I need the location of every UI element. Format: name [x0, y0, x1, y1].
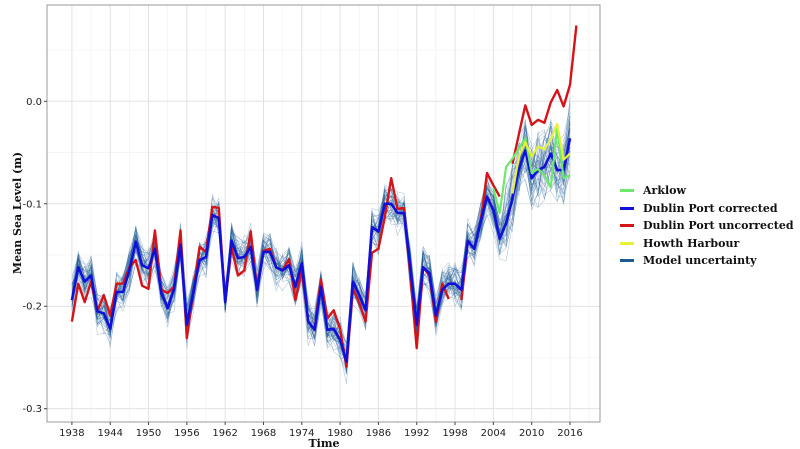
x-tick-label: 1968	[251, 428, 276, 439]
legend-label: Model uncertainty	[643, 254, 757, 268]
y-tick-label: -0.2	[22, 302, 42, 313]
legend-swatch	[620, 189, 634, 193]
x-axis: 1938 1944 1950 1956 1962 1968 1974 1980 1986 1992…	[59, 422, 583, 439]
x-tick-label: 1956	[174, 428, 199, 439]
series-lines	[70, 25, 578, 368]
x-tick-label: 2010	[519, 428, 544, 439]
model-uncertainty-line	[71, 141, 571, 372]
legend-item-dublin-uncorrected: Dublin Port uncorrected	[620, 217, 794, 235]
legend: Arklow Dublin Port corrected Dublin Port…	[620, 182, 794, 270]
x-tick-label: 1962	[212, 428, 237, 439]
y-tick-label: 0.0	[26, 97, 42, 108]
legend-label: Arklow	[643, 184, 686, 198]
x-tick-label: 1974	[289, 428, 314, 439]
x-tick-label: 1986	[366, 428, 391, 439]
series-line-dublin-port-corrected	[70, 137, 572, 363]
x-tick-label: 1998	[442, 428, 467, 439]
x-tick-label: 1992	[404, 428, 429, 439]
x-axis-title: Time	[308, 437, 339, 449]
legend-item-arklow: Arklow	[620, 182, 794, 200]
model-uncertainty-line	[71, 127, 571, 368]
legend-label: Dublin Port corrected	[643, 201, 778, 215]
model-uncertainty-line	[71, 124, 571, 345]
x-tick-label: 1944	[97, 428, 122, 439]
legend-item-model-uncertainty: Model uncertainty	[620, 252, 794, 270]
legend-swatch	[620, 206, 634, 210]
legend-item-howth: Howth Harbour	[620, 235, 794, 253]
y-tick-label: -0.3	[22, 404, 42, 415]
legend-item-dublin-corrected: Dublin Port corrected	[620, 200, 794, 218]
y-axis-title: Mean Sea Level (m)	[11, 152, 24, 274]
legend-label: Howth Harbour	[643, 236, 740, 250]
model-uncertainty-line	[71, 139, 571, 357]
legend-swatch	[620, 224, 634, 228]
y-tick-label: -0.1	[22, 199, 42, 210]
x-tick-label: 1938	[59, 428, 84, 439]
x-tick-label: 2004	[481, 428, 506, 439]
legend-label: Dublin Port uncorrected	[643, 219, 794, 233]
legend-swatch	[620, 241, 634, 245]
x-tick-label: 2016	[557, 428, 582, 439]
x-tick-label: 1980	[327, 428, 352, 439]
model-uncertainty-line	[71, 112, 571, 365]
grid	[47, 5, 600, 422]
series-line-howth-harbour	[511, 122, 571, 194]
y-axis: -0.3 -0.2 -0.1 0.0	[22, 97, 47, 415]
x-tick-label: 1950	[136, 428, 161, 439]
plot-panel-border	[46, 4, 601, 423]
legend-swatch	[620, 259, 634, 263]
model-uncertainty-line	[71, 134, 571, 375]
model-uncertainty-line	[71, 122, 571, 357]
